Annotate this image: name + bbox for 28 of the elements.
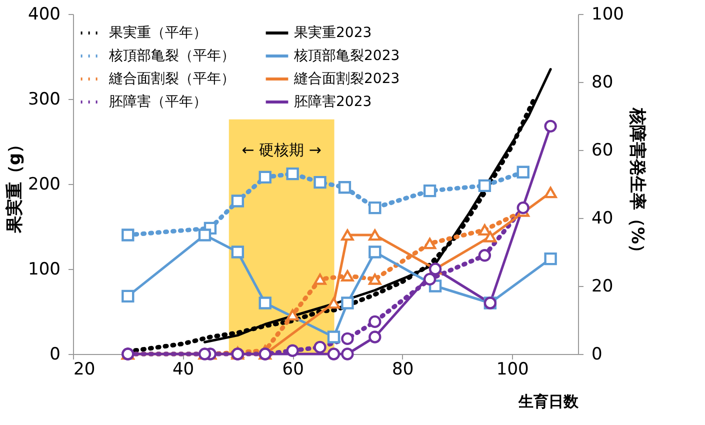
legend-label: 核頂部亀裂2023 [293, 48, 400, 64]
y2-tick-label: 100 [592, 4, 624, 24]
x-tick-label: 40 [172, 360, 194, 380]
y2-tick-label: 80 [592, 72, 614, 92]
band-label: ← 硬核期 → [242, 141, 322, 159]
y2-tick-label: 20 [592, 276, 614, 296]
y2-axis-title: 核障害発生率（%） [626, 106, 647, 262]
x-tick-label: 20 [74, 360, 96, 380]
legend-label: 果実重（平年） [109, 25, 207, 41]
y-tick-label: 400 [28, 4, 60, 24]
y2-tick-label: 40 [592, 208, 614, 228]
x-tick-label: 60 [282, 360, 304, 380]
legend-label: 縫合面割裂2023 [293, 71, 400, 87]
y2-tick-label: 0 [592, 344, 602, 364]
legend-label: 果実重2023 [294, 25, 372, 41]
x-tick-label: 100 [496, 360, 529, 380]
y-tick-label: 300 [28, 90, 60, 110]
legend-label: 核頂部亀裂（平年） [108, 48, 235, 64]
legend-label: 縫合面割裂（平年） [108, 71, 235, 87]
legend-label: 胚障害2023 [294, 94, 372, 110]
y-axis-title: 果実重（g） [5, 136, 26, 234]
y-tick-label: 0 [50, 344, 60, 364]
x-axis-title: 生育日数 [518, 392, 580, 410]
y-tick-label: 200 [28, 174, 60, 194]
x-tick-label: 80 [392, 360, 414, 380]
y-tick-label: 100 [28, 260, 60, 280]
y2-tick-label: 60 [592, 140, 614, 160]
legend-label: 胚障害（平年） [109, 94, 207, 110]
